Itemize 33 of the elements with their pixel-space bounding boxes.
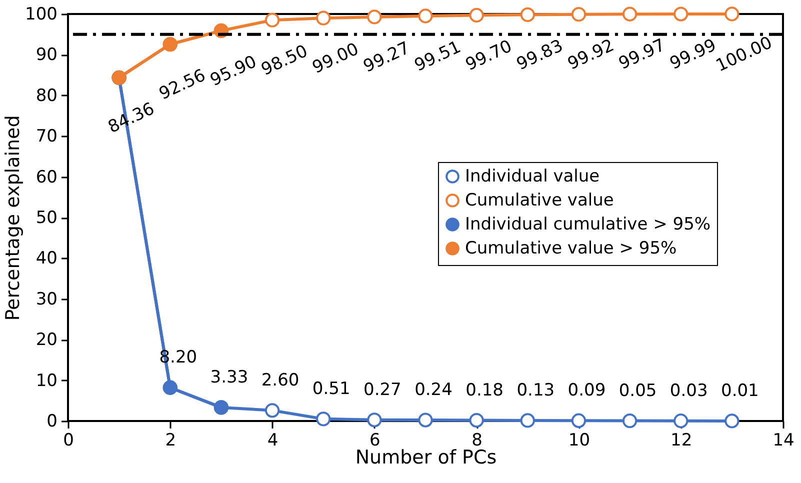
y-tick-label: 80 <box>36 86 58 106</box>
x-tick-label: 2 <box>165 430 176 450</box>
y-tick-label: 0 <box>46 412 58 432</box>
y-tick-label: 60 <box>36 167 58 188</box>
y-tick-label: 20 <box>36 330 58 350</box>
data-label: 0.51 <box>312 378 350 399</box>
data-label: 0.03 <box>670 380 708 401</box>
data-label: 0.24 <box>414 380 452 400</box>
x-tick-label: 0 <box>63 430 74 450</box>
x-tick-label: 12 <box>670 430 692 450</box>
legend-label: Individual value <box>465 166 600 186</box>
data-label: 0.05 <box>618 380 657 401</box>
y-tick-label: 50 <box>36 208 58 228</box>
data-label: 3.33 <box>210 367 248 388</box>
legend-label: Cumulative value > 95% <box>465 238 677 258</box>
y-tick-label: 10 <box>36 370 58 391</box>
data-label: 2.60 <box>261 370 300 390</box>
legend-label: Cumulative value <box>465 190 614 210</box>
data-label: 0.27 <box>364 380 402 400</box>
y-tick-label: 30 <box>36 289 58 310</box>
x-tick-label: 14 <box>772 430 794 450</box>
legend-label: Individual cumulative > 95% <box>465 214 711 234</box>
x-tick-label: 4 <box>267 430 278 450</box>
data-label: 0.01 <box>721 380 759 401</box>
y-tick-label: 70 <box>36 126 58 147</box>
x-tick-label: 10 <box>568 430 590 450</box>
y-tick-label: 90 <box>36 45 58 66</box>
y-tick-label: 100 <box>25 4 58 24</box>
data-label: 0.18 <box>466 380 504 400</box>
y-tick-label: 40 <box>36 248 58 269</box>
y-axis-title: Percentage explained <box>2 115 24 321</box>
data-label: 0.13 <box>516 380 555 400</box>
data-label: 0.09 <box>568 380 606 401</box>
